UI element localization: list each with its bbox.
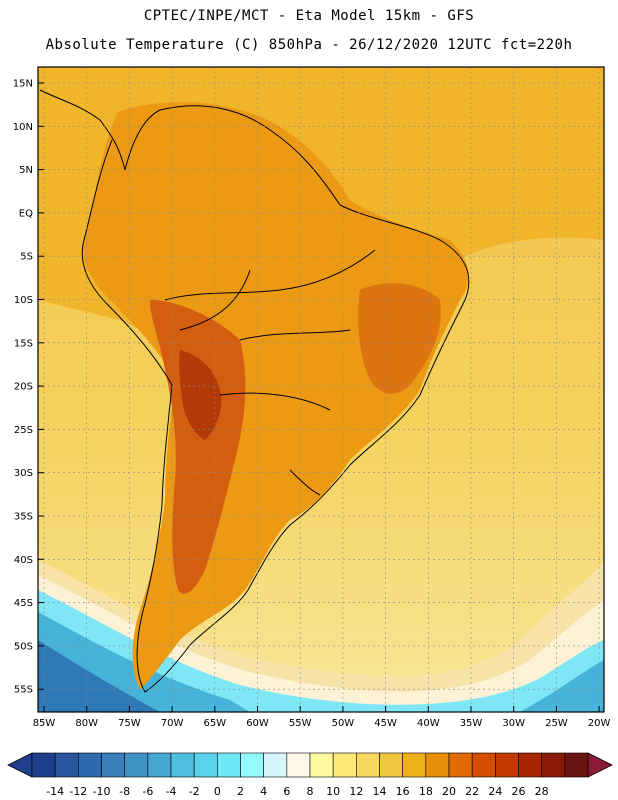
lon-label: 20W bbox=[588, 718, 611, 729]
colorbar-label: 12 bbox=[349, 785, 363, 798]
lat-label: 45S bbox=[14, 598, 33, 609]
colorbar-swatch bbox=[286, 752, 311, 778]
border-1 bbox=[164, 249, 376, 301]
colorbar-label: 14 bbox=[373, 785, 387, 798]
colorbar-swatch bbox=[541, 752, 566, 778]
colorbar-swatch bbox=[78, 752, 102, 778]
colorbar-swatch bbox=[379, 752, 403, 778]
lon-label: 40W bbox=[417, 718, 440, 729]
colorbar-label: -12 bbox=[69, 785, 87, 798]
colorbar: -14 -12 -10 -8 -6 -4 -2 0 2 4 6 8 10 12 14 16 18 20 22 24 26… bbox=[7, 752, 613, 798]
colorbar-label: -14 bbox=[46, 785, 64, 798]
colorbar-swatch bbox=[124, 752, 149, 778]
colorbar-swatch bbox=[332, 752, 357, 778]
lat-label: 15S bbox=[14, 338, 33, 349]
colorbar-label: 22 bbox=[465, 785, 479, 798]
colorbar-label: 6 bbox=[283, 785, 290, 798]
colorbar-swatch bbox=[147, 752, 172, 778]
colorbar-label: -2 bbox=[189, 785, 200, 798]
colorbar-swatch bbox=[471, 752, 496, 778]
lon-label: 30W bbox=[502, 718, 525, 729]
colorbar-label: 28 bbox=[535, 785, 549, 798]
colorbar-label: 8 bbox=[307, 785, 314, 798]
colorbar-swatch bbox=[309, 752, 334, 778]
lat-label: 55S bbox=[14, 685, 33, 696]
colorbar-arrow-high bbox=[587, 752, 613, 778]
lon-label: 55W bbox=[289, 718, 312, 729]
coastline-borders bbox=[39, 89, 470, 693]
lon-label: 85W bbox=[33, 718, 56, 729]
lon-label: 75W bbox=[118, 718, 141, 729]
lon-label: 80W bbox=[75, 718, 98, 729]
colorbar-label: -4 bbox=[166, 785, 177, 798]
chart-title-line1: CPTEC/INPE/MCT - Eta Model 15km - GFS bbox=[143, 8, 475, 24]
chart-title-line2: Absolute Temperature (C) 850hPa - 26/12/… bbox=[45, 37, 573, 53]
border-4 bbox=[179, 269, 251, 331]
lat-label: 5N bbox=[19, 165, 33, 176]
lon-label: 25W bbox=[545, 718, 568, 729]
colorbar-label: 4 bbox=[260, 785, 267, 798]
colorbar-label: 2 bbox=[237, 785, 244, 798]
colorbar-swatch bbox=[193, 752, 218, 778]
colorbar-swatch bbox=[402, 752, 427, 778]
colorbar-label: 0 bbox=[214, 785, 221, 798]
colorbar-swatch bbox=[101, 752, 125, 778]
lat-label: 5S bbox=[20, 252, 33, 263]
colorbar-swatch bbox=[217, 752, 241, 778]
colorbar-label: -6 bbox=[142, 785, 153, 798]
colorbar-swatch bbox=[263, 752, 288, 778]
colorbar-swatch bbox=[425, 752, 450, 778]
colorbar-label: 26 bbox=[512, 785, 526, 798]
lat-label: 25S bbox=[14, 425, 33, 436]
lat-label: 50S bbox=[14, 641, 33, 652]
colorbar-swatch bbox=[448, 752, 473, 778]
colorbar-swatch bbox=[356, 752, 380, 778]
field-hot-brazil bbox=[358, 283, 441, 395]
field-band-deepblue bbox=[38, 640, 160, 712]
lat-label: 10S bbox=[14, 295, 33, 306]
lat-label: 35S bbox=[14, 512, 33, 523]
lat-label: 10N bbox=[13, 122, 33, 133]
lat-label: 15N bbox=[13, 79, 33, 90]
colorbar-swatch bbox=[170, 752, 195, 778]
colorbar-swatch bbox=[31, 752, 56, 778]
colorbar-swatch bbox=[518, 752, 542, 778]
colorbar-swatch bbox=[564, 752, 589, 778]
colorbar-label: 24 bbox=[488, 785, 502, 798]
lat-label: EQ bbox=[19, 208, 33, 219]
field-hot-andes bbox=[150, 300, 246, 594]
colorbar-arrow-low bbox=[7, 752, 33, 778]
colorbar-label: -10 bbox=[93, 785, 111, 798]
colorbar-swatch bbox=[495, 752, 519, 778]
colorbar-label: -8 bbox=[119, 785, 130, 798]
field-band-cyan bbox=[38, 590, 604, 712]
lon-label: 35W bbox=[460, 718, 483, 729]
field-band-blue-east bbox=[520, 660, 604, 712]
colorbar-swatch bbox=[240, 752, 264, 778]
lat-label: 40S bbox=[14, 555, 33, 566]
colorbar-swatch bbox=[54, 752, 79, 778]
lon-label: 45W bbox=[374, 718, 397, 729]
lat-label: 20S bbox=[14, 382, 33, 393]
colorbar-label: 16 bbox=[396, 785, 410, 798]
border-2 bbox=[239, 329, 351, 341]
lon-label: 65W bbox=[203, 718, 226, 729]
plot-frame bbox=[37, 66, 605, 713]
latitude-labels: 15N 10N 5N EQ 5S 10S 15S 20S 25S 30S 35S 40S 45S 50S 5… bbox=[13, 79, 44, 696]
temperature-field bbox=[38, 67, 604, 712]
colorbar-label: 20 bbox=[442, 785, 456, 798]
longitude-labels: 85W 80W 75W 70W 65W 60W 55W 50W 45W 40W 35W 30W 25W 2… bbox=[33, 706, 611, 729]
lon-label: 50W bbox=[332, 718, 355, 729]
graticule bbox=[38, 67, 604, 712]
continent-outline bbox=[39, 89, 470, 693]
border-5 bbox=[289, 469, 321, 496]
lat-label: 30S bbox=[14, 468, 33, 479]
colorbar-label: 10 bbox=[326, 785, 340, 798]
border-3 bbox=[219, 392, 331, 411]
field-hot-core bbox=[179, 350, 222, 440]
colorbar-label: 18 bbox=[419, 785, 433, 798]
lon-label: 70W bbox=[161, 718, 184, 729]
lon-label: 60W bbox=[246, 718, 269, 729]
